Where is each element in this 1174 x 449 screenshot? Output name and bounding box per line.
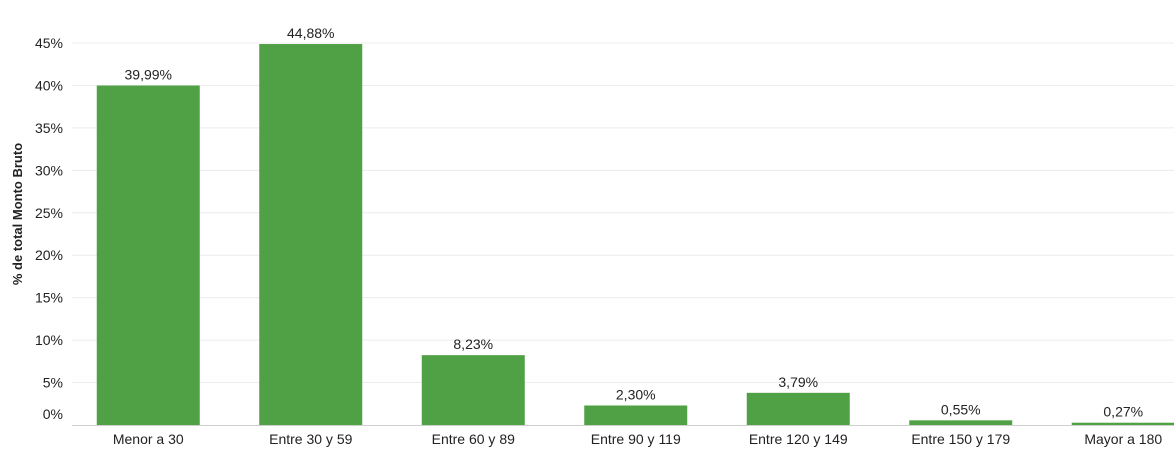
x-category-label: Entre 30 y 59 — [269, 431, 352, 447]
bar-value-label: 2,30% — [616, 386, 656, 402]
y-tick-label: 40% — [35, 77, 63, 93]
y-tick-label: 10% — [35, 332, 63, 348]
y-tick-label: 25% — [35, 205, 63, 221]
x-category-label: Entre 150 y 179 — [911, 431, 1010, 447]
data-labels: 39,99% 44,88% 8,23% 2,30% 3,79% 0,55% 0,27% — [125, 25, 1144, 420]
x-category-label: Entre 90 y 119 — [591, 431, 681, 447]
bar-value-label: 44,88% — [287, 25, 334, 41]
y-tick-label: 15% — [35, 290, 63, 306]
x-category-label: Menor a 30 — [113, 431, 184, 447]
bar — [584, 405, 688, 425]
bar-value-label: 0,55% — [941, 401, 981, 417]
bars — [96, 44, 1174, 426]
bar — [259, 44, 363, 425]
y-tick-label: 30% — [35, 162, 63, 178]
bar — [1071, 422, 1174, 425]
x-category-label: Entre 120 y 149 — [749, 431, 848, 447]
y-tick-label: 35% — [35, 120, 63, 136]
y-tick-label: 45% — [35, 35, 63, 51]
y-tick-label: 0% — [43, 406, 63, 422]
x-category-label: Entre 60 y 89 — [432, 431, 515, 447]
y-axis-title: % de total Monto Bruto — [10, 143, 25, 285]
grid-lines — [72, 42, 1174, 384]
bar — [96, 85, 200, 426]
bar-value-label: 3,79% — [778, 374, 818, 390]
bar-value-label: 39,99% — [125, 67, 172, 83]
bar — [421, 355, 525, 425]
bar — [746, 392, 850, 425]
bar-value-label: 0,27% — [1103, 404, 1143, 420]
x-axis-categories: Menor a 30 Entre 30 y 59 Entre 60 y 89 Entr… — [113, 431, 1163, 447]
y-axis-ticks: 0% 5% 10% 15% 20% 25% 30% 35% 40% 45% — [35, 35, 63, 422]
x-category-label: Mayor a 180 — [1084, 431, 1162, 447]
y-tick-label: 20% — [35, 247, 63, 263]
bar — [909, 420, 1013, 425]
bar-value-label: 8,23% — [453, 336, 493, 352]
y-tick-label: 5% — [43, 375, 63, 391]
